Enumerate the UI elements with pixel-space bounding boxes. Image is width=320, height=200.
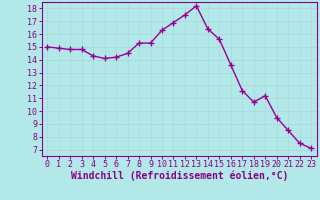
X-axis label: Windchill (Refroidissement éolien,°C): Windchill (Refroidissement éolien,°C) xyxy=(70,171,288,181)
